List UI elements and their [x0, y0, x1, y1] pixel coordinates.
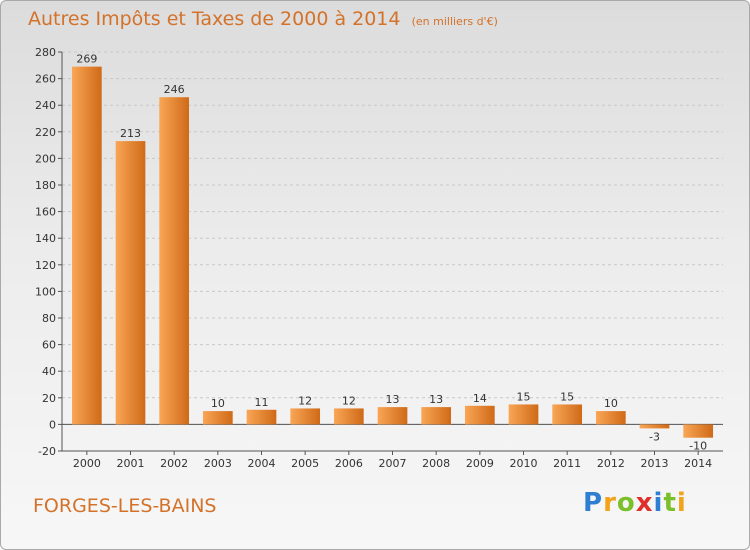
bar	[333, 408, 364, 425]
bar	[421, 407, 452, 425]
y-tick-label: 0	[49, 418, 56, 431]
x-tick-label: 2004	[248, 457, 276, 470]
logo-letter: t	[663, 488, 677, 518]
data-label: 269	[76, 53, 97, 66]
chart-title: Autres Impôts et Taxes de 2000 à 2014	[28, 8, 401, 30]
x-tick-label: 2011	[553, 457, 581, 470]
x-tick-label: 2012	[597, 457, 625, 470]
logo-letter: o	[616, 488, 636, 518]
bar	[639, 424, 670, 429]
x-tick-label: 2001	[117, 457, 145, 470]
bar	[159, 97, 190, 425]
data-label: 13	[429, 393, 443, 406]
data-label: 14	[473, 392, 487, 405]
proxiti-logo[interactable]: Proxiti	[583, 488, 687, 518]
y-tick-label: 60	[42, 339, 56, 352]
x-tick-label: 2010	[510, 457, 538, 470]
location-name: FORGES-LES-BAINS	[33, 495, 217, 517]
y-tick-labels: -20 0 20 40 60 80 100 120 140 160 180 200 220 240 260 2…	[35, 46, 56, 458]
y-tick-label: 220	[35, 126, 56, 139]
y-tick-label: 140	[35, 232, 56, 245]
x-tick-label: 2005	[291, 457, 319, 470]
bars	[71, 66, 714, 438]
data-label: 15	[517, 390, 531, 403]
data-label: -10	[689, 440, 707, 453]
logo-letter: r	[603, 488, 617, 518]
x-tick-label: 2014	[684, 457, 712, 470]
y-tick-label: 80	[42, 312, 56, 325]
bar	[464, 405, 495, 425]
data-label: 10	[211, 397, 225, 410]
bar	[683, 424, 714, 438]
chart-unit: (en milliers d'€)	[411, 15, 498, 28]
y-tick-label: 160	[35, 206, 56, 219]
data-label: 10	[604, 397, 618, 410]
y-tick-label: 240	[35, 99, 56, 112]
bar	[508, 404, 539, 425]
y-tick-label: 100	[35, 285, 56, 298]
data-label: 15	[560, 390, 574, 403]
logo-letter: x	[635, 488, 654, 518]
y-tick-label: 180	[35, 179, 56, 192]
logo-letter: P	[583, 488, 604, 518]
data-label: 13	[386, 393, 400, 406]
y-tick-label: 200	[35, 152, 56, 165]
data-label: 246	[164, 83, 185, 96]
title-row: Autres Impôts et Taxes de 2000 à 2014 (e…	[28, 8, 498, 30]
y-tick-label: 20	[42, 392, 56, 405]
y-tick-label: 40	[42, 365, 56, 378]
x-tick-label: 2009	[466, 457, 494, 470]
bar	[115, 141, 146, 425]
logo-letter: i	[676, 488, 687, 518]
bar	[290, 408, 321, 425]
x-tick-label: 2003	[204, 457, 232, 470]
data-label: -3	[649, 430, 660, 443]
x-tick-label: 2013	[641, 457, 669, 470]
x-tick-label: 2008	[422, 457, 450, 470]
bar	[595, 411, 626, 425]
y-tick-label: 120	[35, 259, 56, 272]
data-label: 12	[298, 394, 312, 407]
data-label: 213	[120, 127, 141, 140]
bar	[71, 66, 102, 425]
data-label: 12	[342, 394, 356, 407]
logo-letter: i	[653, 488, 664, 518]
data-label: 11	[255, 396, 269, 409]
y-tick-label: 260	[35, 73, 56, 86]
x-tick-label: 2002	[160, 457, 188, 470]
x-tick-label: 2007	[379, 457, 407, 470]
bar	[377, 407, 408, 425]
data-labels: 269 213 246 10 11 12 12 13 13 14 15 15 10 -3 -10	[76, 53, 707, 453]
bar	[246, 409, 277, 425]
x-tick-label: 2000	[73, 457, 101, 470]
x-tick-label: 2006	[335, 457, 363, 470]
y-tick-label: 280	[35, 46, 56, 59]
bar	[552, 404, 583, 425]
bar	[202, 411, 233, 425]
y-tick-label: -20	[38, 445, 56, 458]
x-tick-labels: 2000 2001 2002 2003 2004 2005 2006 2007 2008 2009…	[73, 457, 712, 470]
